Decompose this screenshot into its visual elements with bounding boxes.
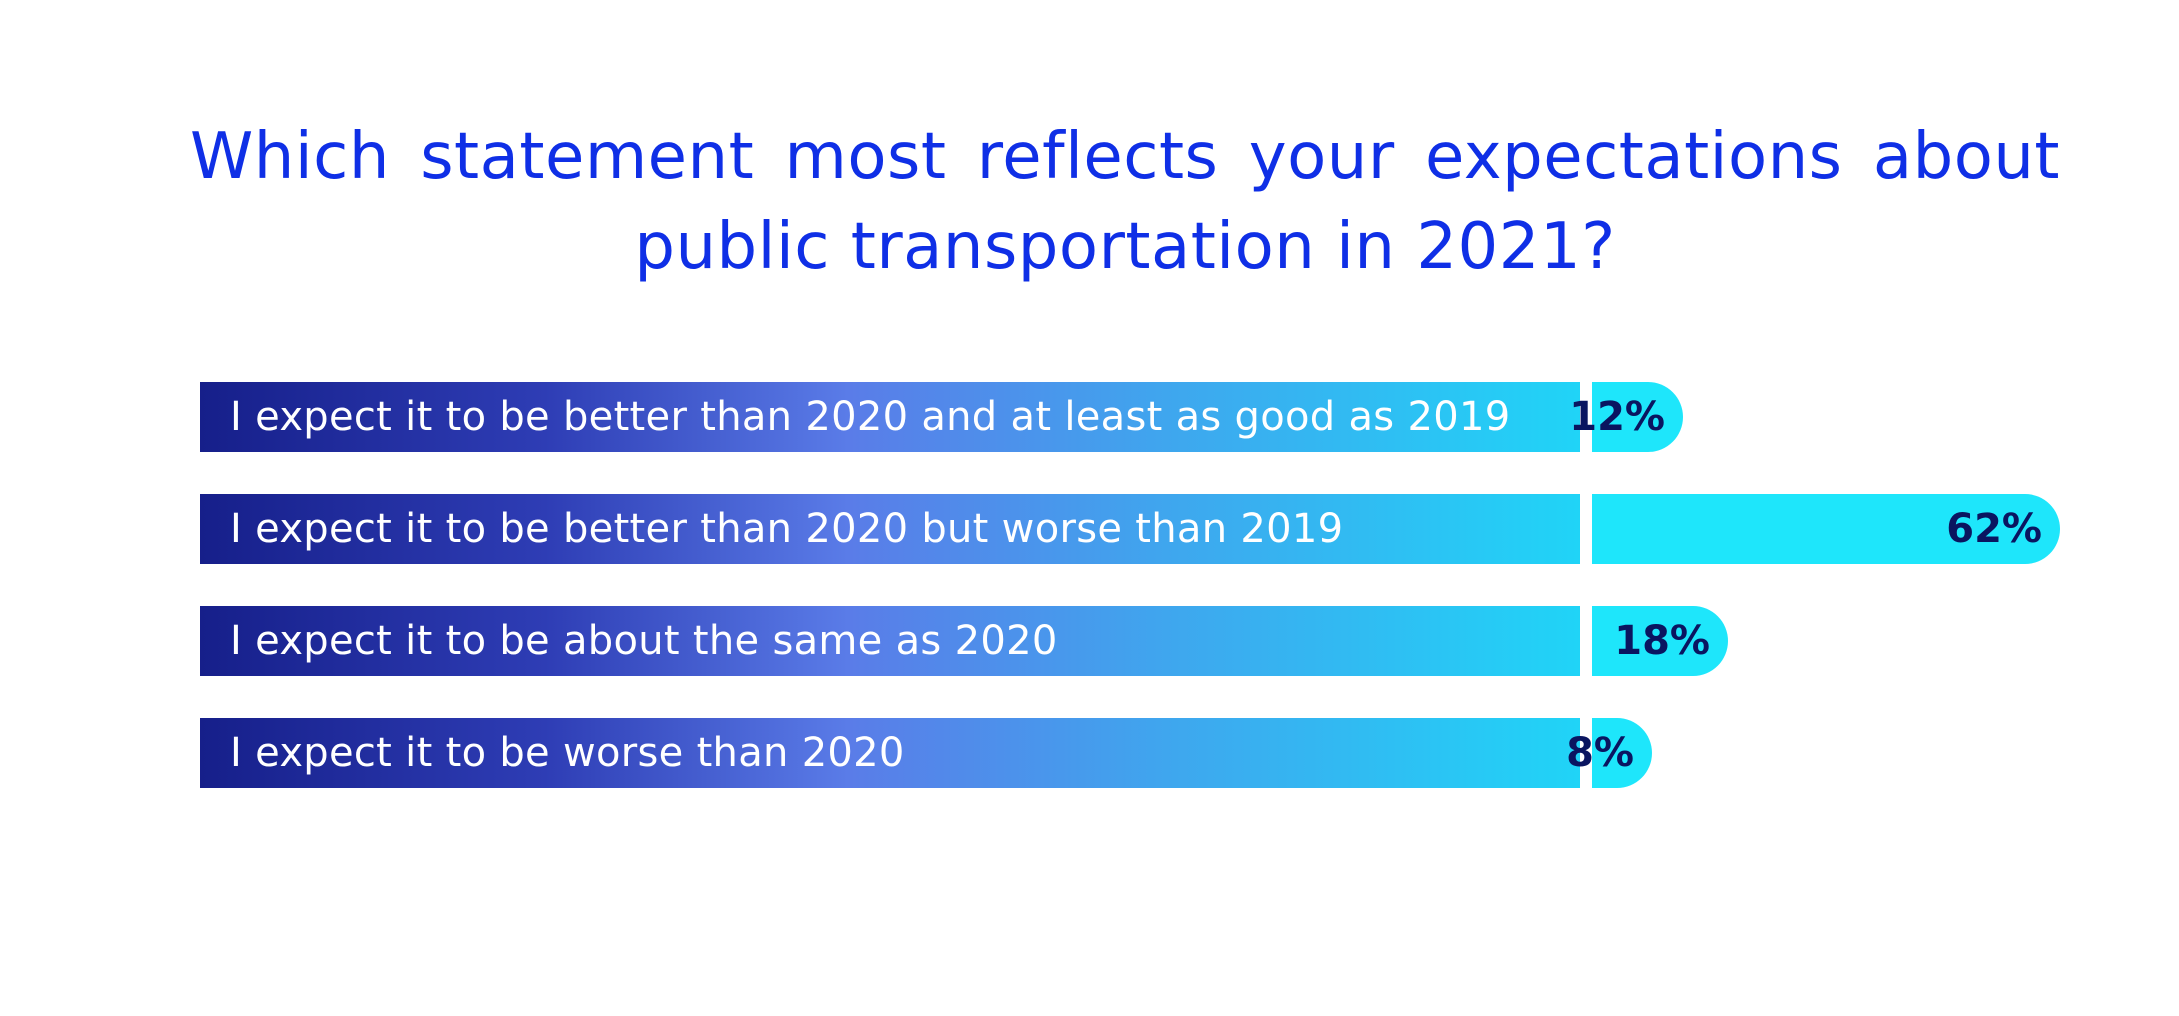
category-label-bar: I expect it to be about the same as 2020 xyxy=(200,606,1580,676)
category-label-bar: I expect it to be worse than 2020 xyxy=(200,718,1580,788)
category-label-bar: I expect it to be better than 2020 and a… xyxy=(200,382,1580,452)
category-label: I expect it to be better than 2020 and a… xyxy=(230,394,1511,440)
value-label: 18% xyxy=(1614,618,1710,664)
value-bar: 12% xyxy=(1569,382,1683,452)
value-bar: 18% xyxy=(1592,606,1728,676)
category-label: I expect it to be about the same as 2020 xyxy=(230,618,1058,664)
value-bar: 8% xyxy=(1566,718,1652,788)
chart-title: Which statement most reflects your expec… xyxy=(190,112,2060,292)
chart-title-line-1: Which statement most reflects your expec… xyxy=(190,120,2060,194)
value-bar: 62% xyxy=(1592,494,2060,564)
value-label: 8% xyxy=(1566,730,1634,776)
chart-title-line-2: public transportation in 2021? xyxy=(634,210,1616,284)
value-label: 12% xyxy=(1569,394,1665,440)
category-label-bar: I expect it to be better than 2020 but w… xyxy=(200,494,1580,564)
value-label: 62% xyxy=(1946,506,2042,552)
category-label: I expect it to be worse than 2020 xyxy=(230,730,905,776)
category-label: I expect it to be better than 2020 but w… xyxy=(230,506,1344,552)
